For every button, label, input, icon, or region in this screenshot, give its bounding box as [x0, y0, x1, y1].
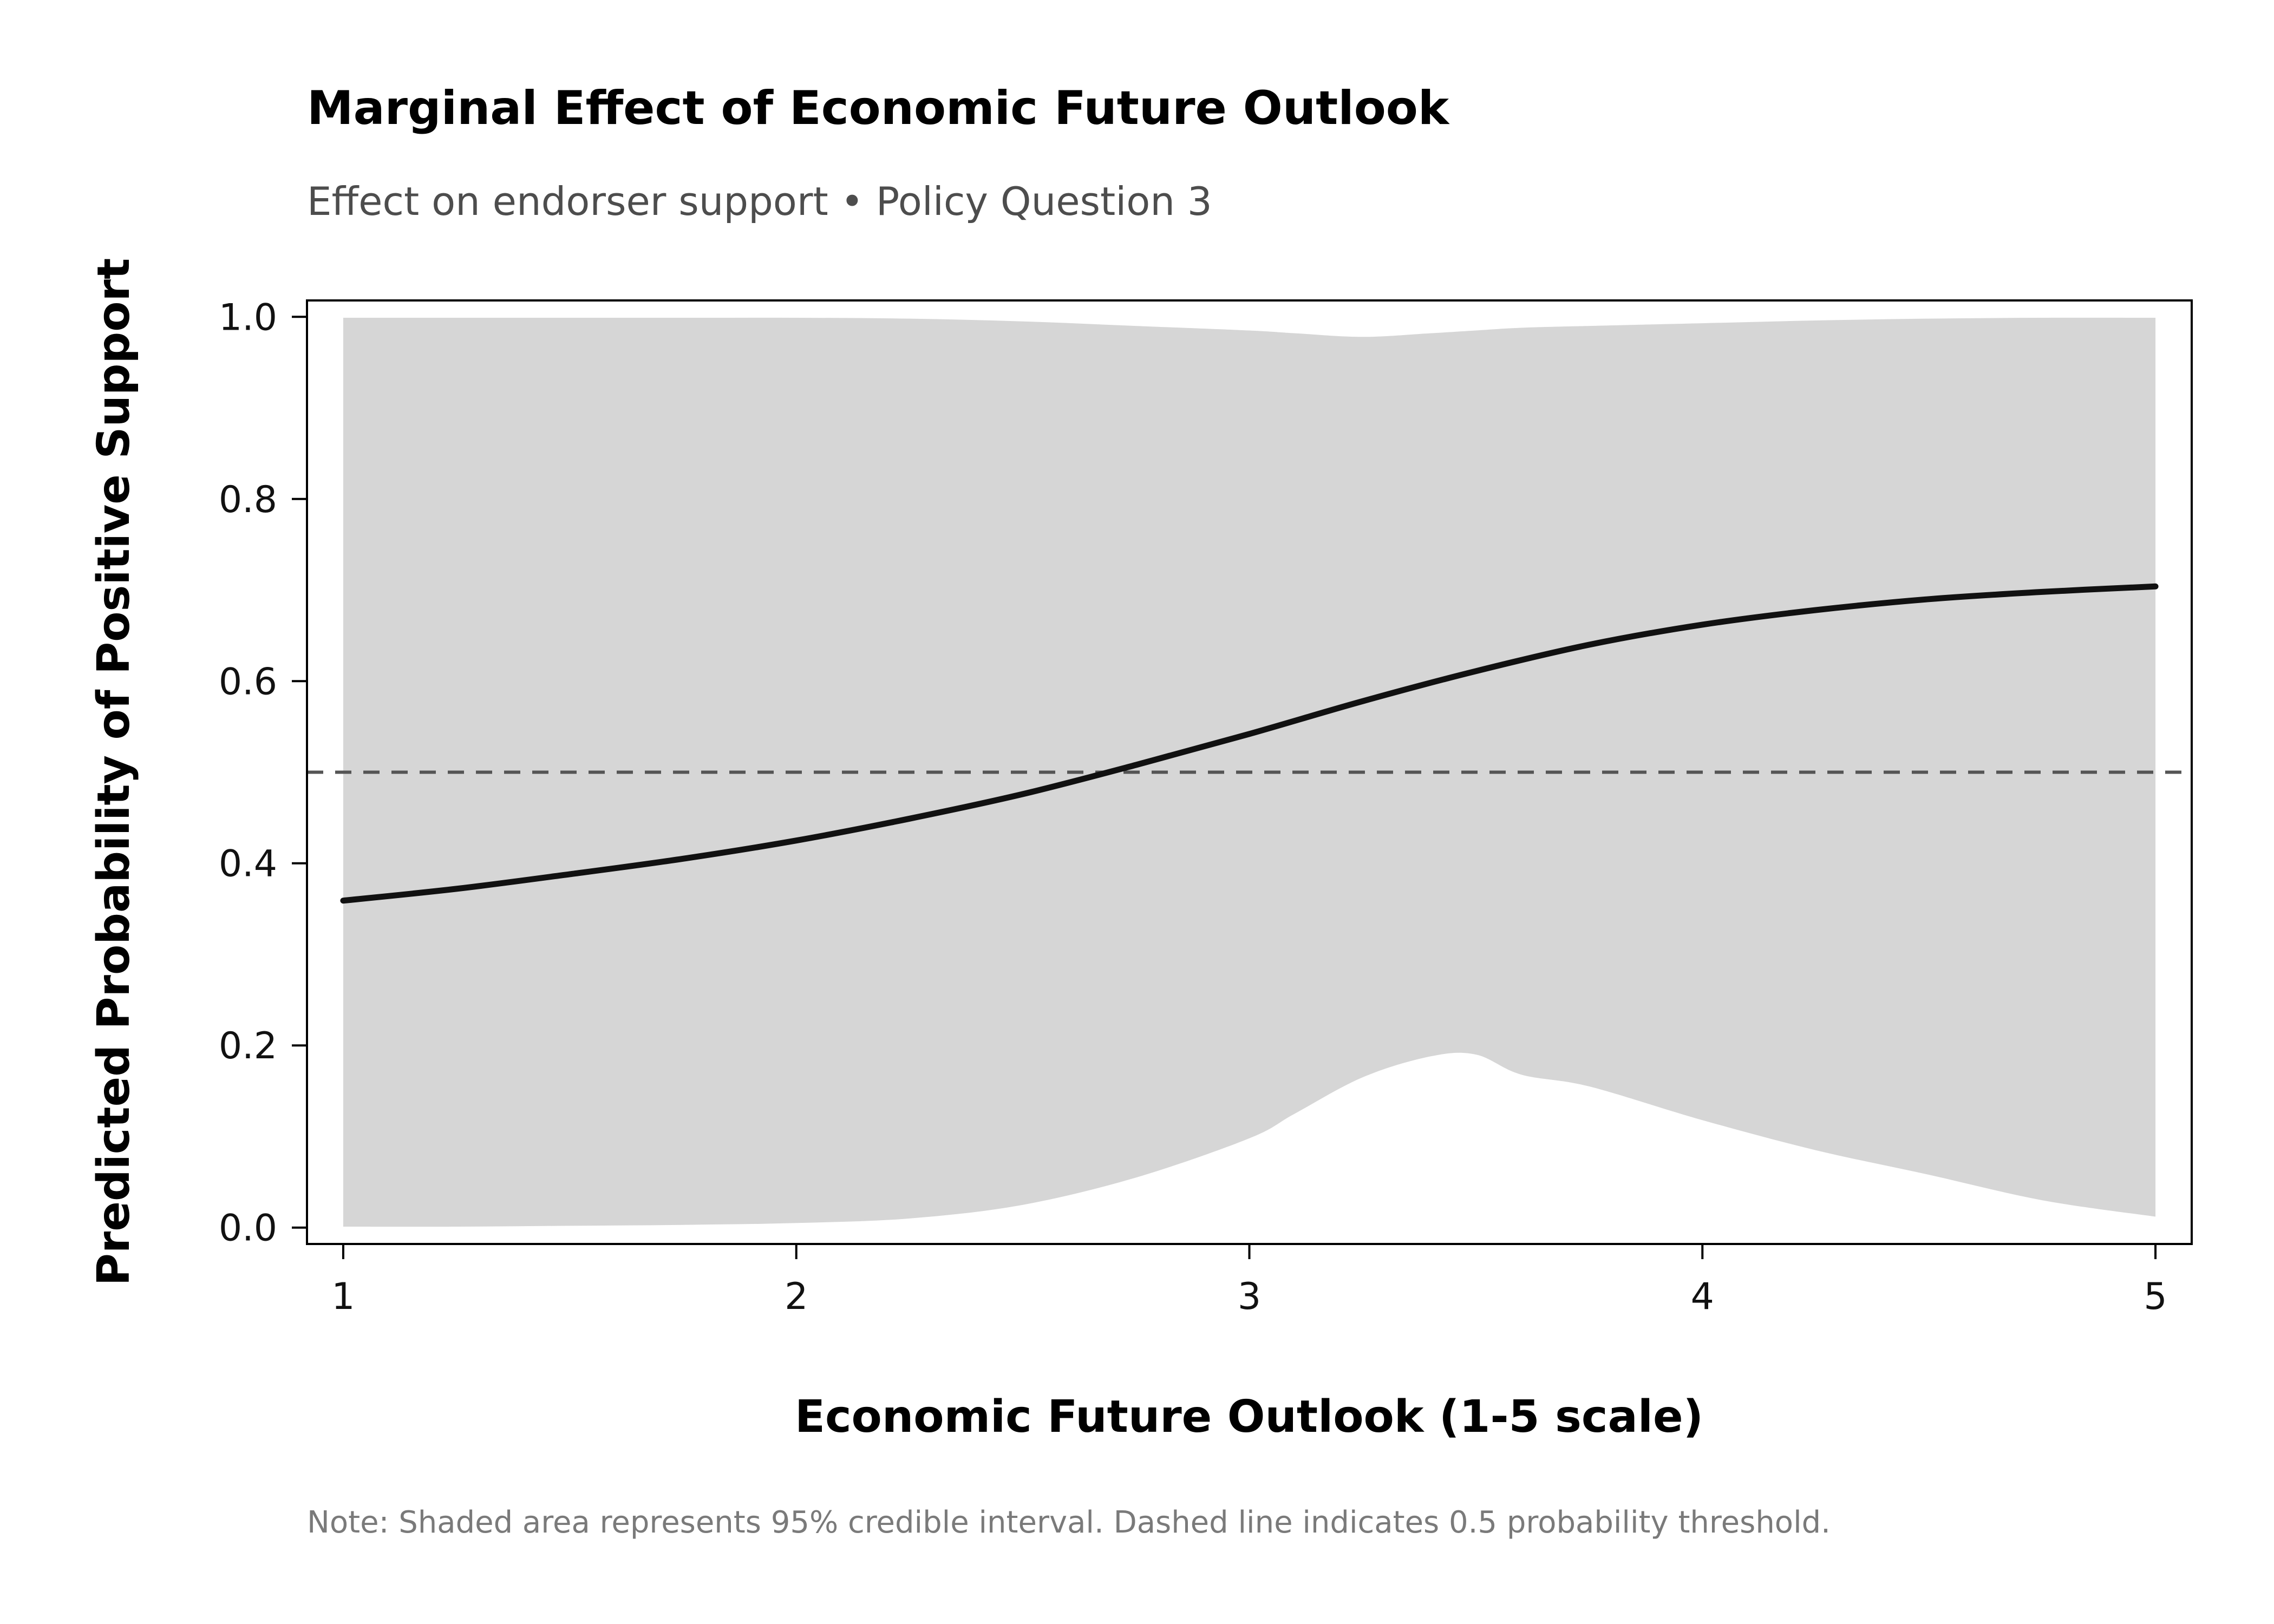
- y-tick-label: 1.0: [219, 296, 277, 339]
- y-tick-label: 0.0: [219, 1207, 277, 1250]
- x-tick-label: 3: [1238, 1275, 1261, 1318]
- y-tick-label: 0.4: [219, 843, 277, 886]
- x-tick-label: 5: [2144, 1275, 2167, 1318]
- y-axis-label: Predicted Probability of Positive Suppor…: [88, 258, 140, 1286]
- y-tick-label: 0.8: [219, 479, 277, 521]
- x-tick-label: 4: [1691, 1275, 1714, 1318]
- chart-subtitle: Effect on endorser support • Policy Ques…: [307, 179, 1212, 224]
- x-axis: 1 2 3 4 5: [331, 1244, 2167, 1318]
- y-axis: 0.0 0.2 0.4 0.6 0.8 1.0: [219, 296, 307, 1250]
- x-tick-label: 1: [331, 1275, 355, 1318]
- chart-title: Marginal Effect of Economic Future Outlo…: [307, 81, 1449, 135]
- y-tick-label: 0.2: [219, 1025, 277, 1068]
- y-tick-label: 0.6: [219, 660, 277, 703]
- predicted-probability-line: [340, 583, 2159, 904]
- x-axis-label: Economic Future Outlook (1-5 scale): [795, 1391, 1703, 1443]
- footnote: Note: Shaded area represents 95% credibl…: [307, 1505, 1831, 1540]
- x-tick-label: 2: [785, 1275, 808, 1318]
- series-layer: [340, 583, 2159, 904]
